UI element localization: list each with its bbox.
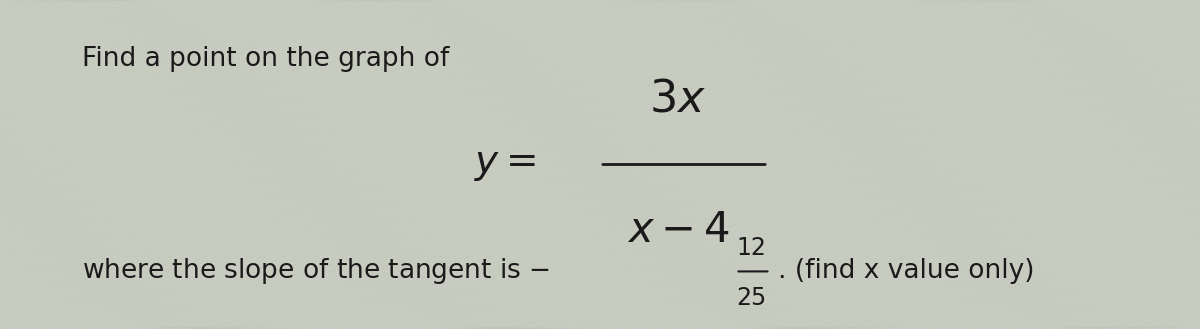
Text: 12: 12 (737, 237, 766, 260)
Text: where the slope of the tangent is $-$: where the slope of the tangent is $-$ (82, 256, 550, 287)
Text: Find a point on the graph of: Find a point on the graph of (82, 46, 449, 72)
Text: . (find x value only): . (find x value only) (778, 258, 1034, 285)
Text: $3x$: $3x$ (649, 77, 707, 120)
Text: 25: 25 (736, 286, 767, 310)
Text: $x-4$: $x-4$ (626, 209, 730, 251)
Text: $y=$: $y=$ (474, 146, 536, 183)
